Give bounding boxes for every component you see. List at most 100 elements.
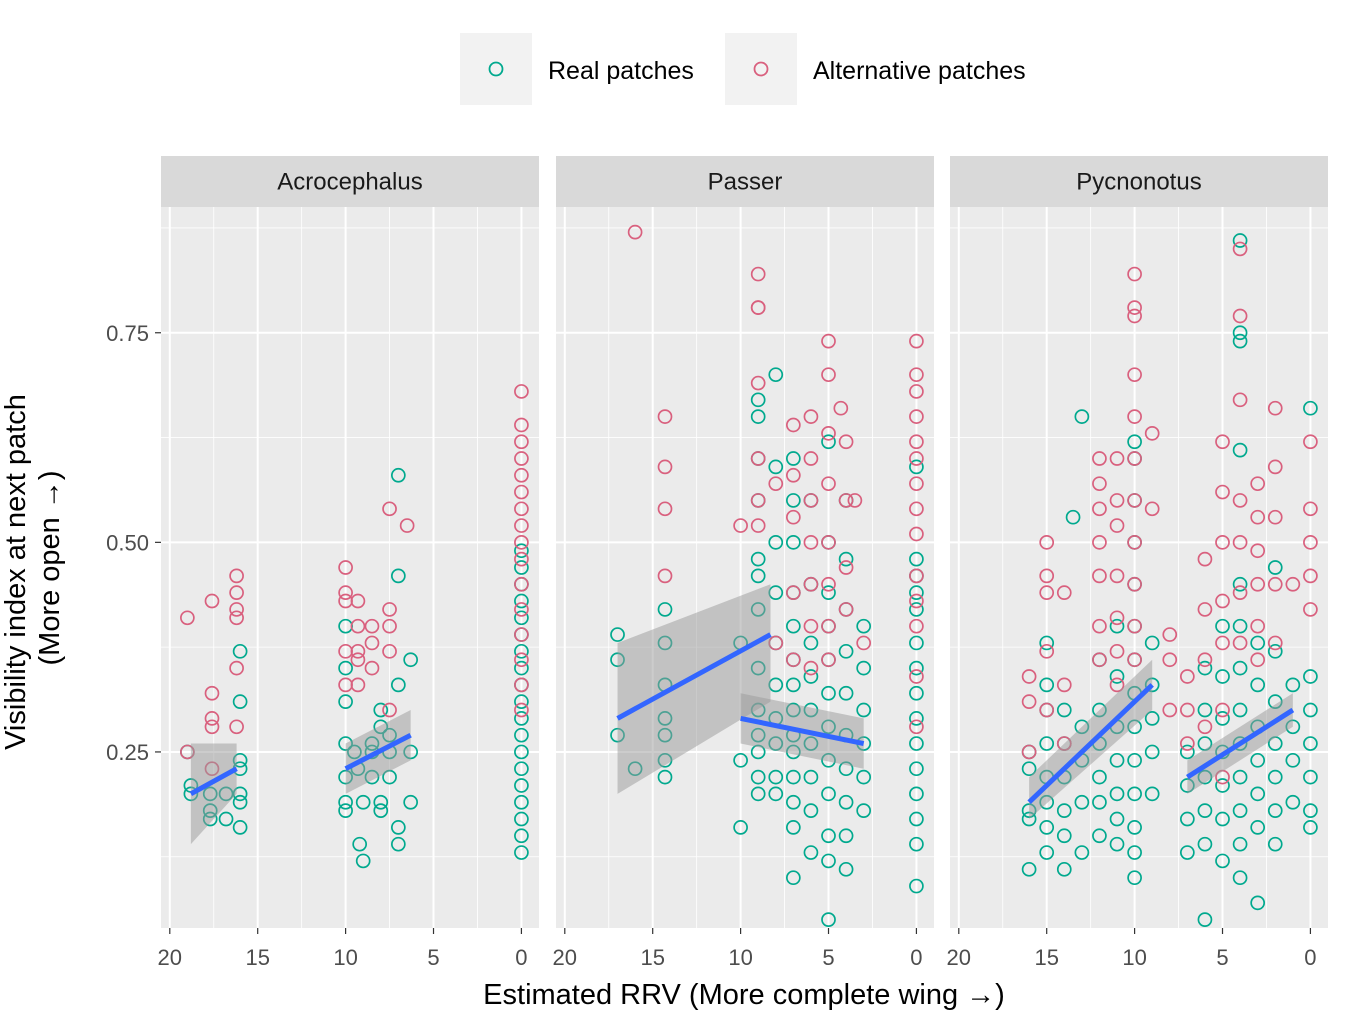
data-point — [1109, 836, 1125, 852]
data-point — [657, 602, 673, 617]
data-point — [750, 300, 766, 315]
data-point — [1250, 895, 1266, 911]
x-axis-title: Estimated RRV (More complete wing →) — [483, 979, 1005, 1011]
fit-line — [189, 766, 238, 797]
data-point — [803, 409, 819, 424]
data-point — [909, 736, 924, 751]
data-point — [514, 602, 529, 617]
data-point — [750, 518, 766, 533]
data-point — [1074, 409, 1090, 424]
x-tick-label: 20 — [553, 945, 577, 970]
data-point — [204, 719, 220, 735]
data-point — [1267, 836, 1283, 852]
data-point — [1144, 426, 1160, 441]
data-point — [821, 685, 836, 701]
data-point — [750, 769, 766, 785]
data-point — [1039, 677, 1055, 693]
facet-passer: Passer — [556, 156, 934, 928]
data-point — [1039, 534, 1055, 550]
fit-line — [344, 732, 412, 771]
data-point — [821, 534, 836, 550]
data-point — [1267, 635, 1283, 651]
data-point — [1127, 576, 1142, 592]
data-point — [1056, 702, 1072, 718]
data-point — [733, 820, 748, 835]
data-point — [1109, 752, 1125, 768]
data-point — [821, 434, 836, 450]
data-point — [514, 727, 529, 743]
data-point — [785, 618, 801, 634]
data-point — [514, 518, 529, 533]
data-point — [785, 509, 801, 525]
data-point — [1232, 392, 1248, 408]
data-point — [373, 803, 389, 818]
data-point — [1303, 568, 1318, 584]
data-point — [856, 660, 872, 676]
data-point — [1285, 576, 1301, 592]
data-point — [803, 769, 819, 785]
data-point — [1109, 677, 1125, 693]
data-point — [909, 367, 924, 383]
data-point — [1127, 266, 1142, 282]
data-point — [1179, 811, 1195, 827]
data-point — [350, 593, 366, 609]
data-point — [838, 861, 854, 877]
data-point — [338, 660, 353, 676]
legend-marker-real-circle — [488, 61, 504, 77]
data-point — [514, 761, 529, 777]
data-point — [355, 853, 371, 869]
data-point — [856, 618, 872, 634]
data-point — [1267, 459, 1283, 475]
data-point — [229, 719, 244, 735]
data-point — [909, 602, 924, 617]
data-point — [785, 417, 801, 433]
data-point — [204, 711, 220, 726]
data-point — [1074, 845, 1090, 860]
data-point — [821, 912, 836, 927]
data-point — [204, 685, 220, 701]
data-point — [909, 761, 924, 777]
data-point — [1021, 669, 1037, 684]
data-point — [1267, 803, 1283, 818]
data-point — [1127, 618, 1142, 634]
data-point — [1074, 794, 1090, 810]
data-point — [1215, 484, 1230, 500]
data-point — [785, 677, 801, 693]
data-point — [1021, 744, 1037, 760]
data-point — [1127, 409, 1142, 424]
data-point — [733, 518, 748, 533]
x-tick-label: 20 — [158, 945, 182, 970]
data-point — [1215, 534, 1230, 550]
data-point — [1092, 652, 1107, 668]
data-point — [218, 811, 234, 827]
data-point — [1162, 652, 1178, 668]
data-point — [1109, 643, 1125, 659]
data-point — [768, 459, 784, 475]
data-point — [1232, 635, 1248, 651]
data-point — [382, 643, 397, 659]
data-point — [1127, 451, 1142, 466]
data-point — [390, 467, 406, 483]
confidence-ribbon — [1029, 659, 1153, 820]
data-point — [909, 568, 924, 584]
data-point — [909, 618, 924, 634]
data-point — [514, 451, 529, 466]
x-tick-label: 5 — [427, 945, 439, 970]
data-point — [750, 375, 766, 391]
data-point — [1250, 652, 1266, 668]
data-point — [1232, 442, 1248, 458]
data-point — [847, 493, 863, 508]
data-point — [750, 392, 766, 408]
data-point — [1285, 752, 1301, 768]
data-point — [909, 526, 924, 542]
data-point — [390, 568, 406, 584]
data-point — [1303, 702, 1318, 718]
data-point — [909, 551, 924, 567]
data-point — [399, 518, 415, 533]
data-point — [1232, 233, 1248, 248]
data-point — [1250, 786, 1266, 802]
data-point — [909, 719, 924, 735]
data-point — [909, 384, 924, 399]
data-point — [1092, 534, 1107, 550]
data-point — [390, 677, 406, 693]
